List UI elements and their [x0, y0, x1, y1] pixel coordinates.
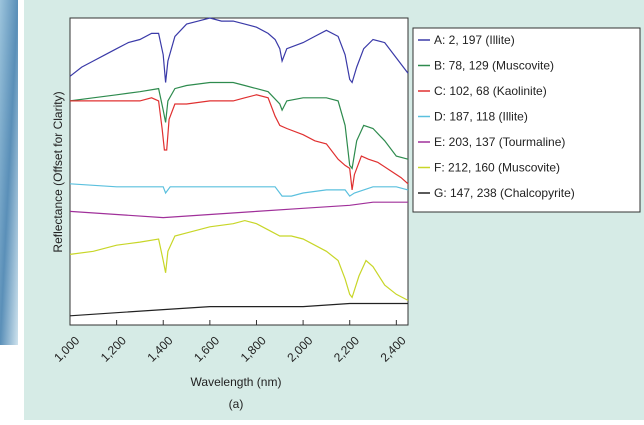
spectrum-line [69, 219, 409, 301]
spectrum-line [69, 17, 409, 84]
photo-strip [0, 0, 18, 345]
caption: (a) [229, 397, 244, 411]
legend-box [412, 27, 641, 213]
legend-label: G: 147, 238 (Chalcopyrite) [434, 186, 575, 200]
legend-label: C: 102, 68 (Kaolinite) [434, 84, 547, 98]
legend-label: A: 2, 197 (Illite) [434, 33, 515, 47]
legend-label: E: 203, 137 (Tourmaline) [434, 135, 565, 149]
plot-area [69, 17, 409, 326]
y-axis-label: Reflectance (Offset for Clarity) [51, 91, 65, 252]
x-axis-label: Wavelength (nm) [191, 375, 282, 389]
legend-label: B: 78, 129 (Muscovite) [434, 59, 554, 73]
spectrum-line [69, 201, 408, 219]
spectrum-line [69, 183, 409, 197]
spectrum-line [70, 94, 409, 190]
spectrum-line [69, 81, 409, 170]
legend-label: D: 187, 118 (Illite) [434, 110, 528, 124]
legend-label: F: 212, 160 (Muscovite) [434, 161, 560, 175]
spectrum-line [69, 302, 408, 317]
